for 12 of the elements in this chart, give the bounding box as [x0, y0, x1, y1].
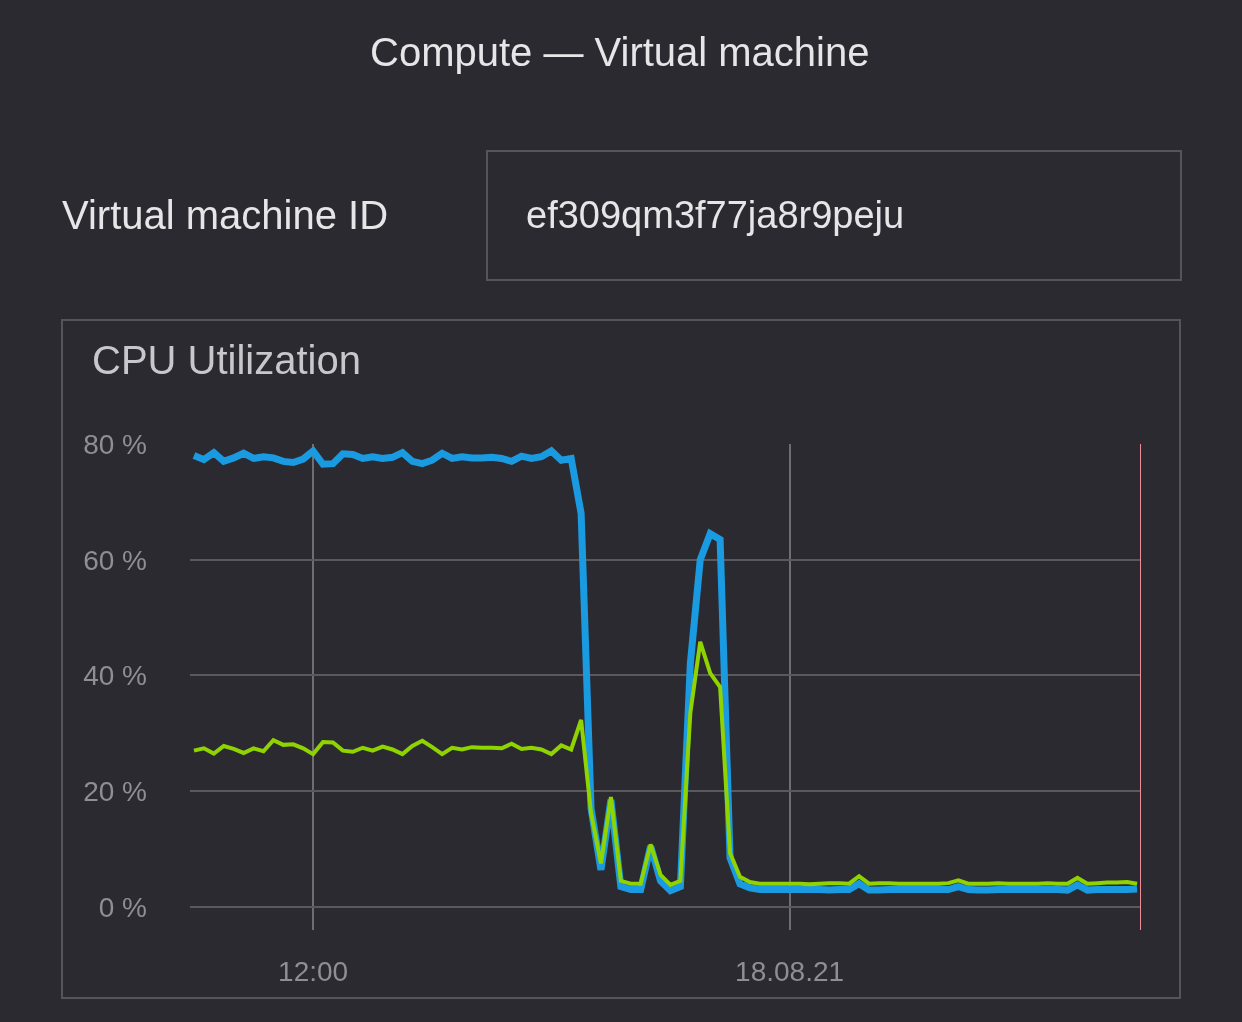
- y-tick-label: 80 %: [83, 428, 147, 460]
- y-tick-label: 60 %: [83, 544, 147, 576]
- x-tick-label: 12:00: [278, 956, 349, 987]
- line-series: [191, 639, 1140, 887]
- chart-title: CPU Utilization: [92, 338, 361, 382]
- y-tick-label: 20 %: [83, 775, 147, 807]
- x-tick-label: 18.08.21: [735, 956, 845, 987]
- text: Virtual machine ID: [62, 193, 389, 237]
- chart-subtitle: Compute — Virtual machine: [370, 30, 870, 74]
- text: ef309qm3f77ja8r9peju: [526, 194, 905, 236]
- y-tick-label: 0 %: [98, 891, 147, 923]
- y-tick-label: 40 %: [83, 660, 147, 692]
